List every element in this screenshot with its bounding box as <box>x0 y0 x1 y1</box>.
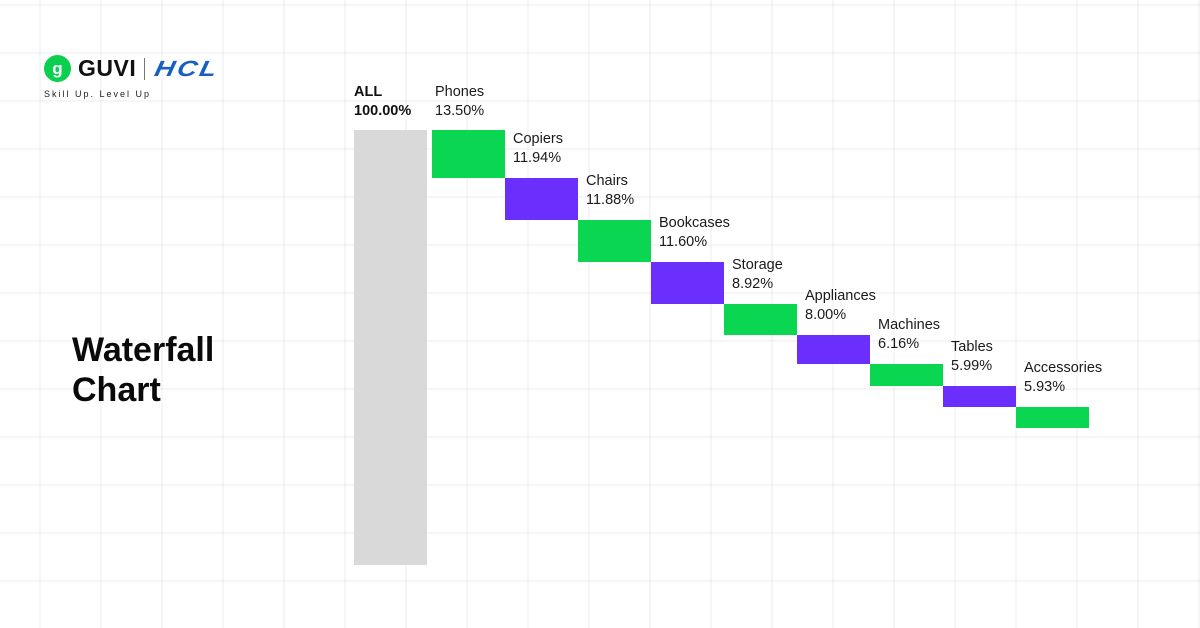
bar-category: Tables <box>951 338 993 355</box>
brand-logo: g GUVI HCL <box>44 55 222 82</box>
brand-tagline: Skill Up. Level Up <box>44 89 152 99</box>
bar-value: 13.50% <box>435 103 485 119</box>
bar-label-phones: Phones 13.50% <box>435 83 484 121</box>
page-title: Waterfall Chart <box>72 330 214 410</box>
bar-label-machines: Machines 6.16% <box>878 316 940 354</box>
bar-value: 11.60% <box>659 234 708 251</box>
total-label: ALL 100.00% <box>354 83 411 121</box>
guvi-logo-icon: g <box>44 55 71 82</box>
bar-machines <box>870 363 943 386</box>
hcl-wordmark: HCL <box>152 55 223 81</box>
bar-value: 6.16% <box>878 335 920 352</box>
bar-category: Accessories <box>1024 359 1103 376</box>
bar-category: Storage <box>732 256 783 273</box>
bar-value: 5.93% <box>1024 378 1066 395</box>
bar-label-tables: Tables 5.99% <box>951 338 993 376</box>
bar-value: 8.00% <box>805 307 847 324</box>
bar-value: 8.92% <box>732 275 774 292</box>
bar-label-bookcases: Bookcases 11.60% <box>659 214 730 252</box>
bar-value: 11.88% <box>586 192 635 209</box>
bar-category: Phones <box>435 84 485 100</box>
title-line-2: Chart <box>72 371 161 409</box>
logo-divider <box>144 57 146 80</box>
total-value: 100.00% <box>354 103 412 119</box>
bar-storage <box>724 303 797 336</box>
bar-label-storage: Storage 8.92% <box>732 256 783 294</box>
bar-label-copiers: Copiers 11.94% <box>513 130 563 168</box>
total-bar <box>354 130 427 565</box>
bar-value: 11.94% <box>513 149 562 166</box>
bar-label-chairs: Chairs 11.88% <box>586 172 634 210</box>
bar-accessories <box>1016 406 1089 428</box>
bar-value: 5.99% <box>951 357 993 374</box>
guvi-wordmark: GUVI <box>78 55 137 81</box>
bar-category: Copiers <box>513 130 563 147</box>
bar-category: Chairs <box>586 173 628 190</box>
title-line-1: Waterfall <box>72 331 215 369</box>
bar-category: Bookcases <box>659 215 730 232</box>
bar-copiers <box>505 177 578 221</box>
bar-category: Machines <box>878 316 941 333</box>
bar-label-accessories: Accessories 5.93% <box>1024 359 1102 397</box>
bar-bookcases <box>651 262 724 304</box>
bar-chairs <box>578 220 651 263</box>
bar-appliances <box>797 335 870 364</box>
total-name: ALL <box>354 84 383 100</box>
bar-phones <box>432 130 505 178</box>
bar-category: Appliances <box>805 288 876 305</box>
bar-label-appliances: Appliances 8.00% <box>805 287 876 325</box>
bar-tables <box>943 385 1016 407</box>
